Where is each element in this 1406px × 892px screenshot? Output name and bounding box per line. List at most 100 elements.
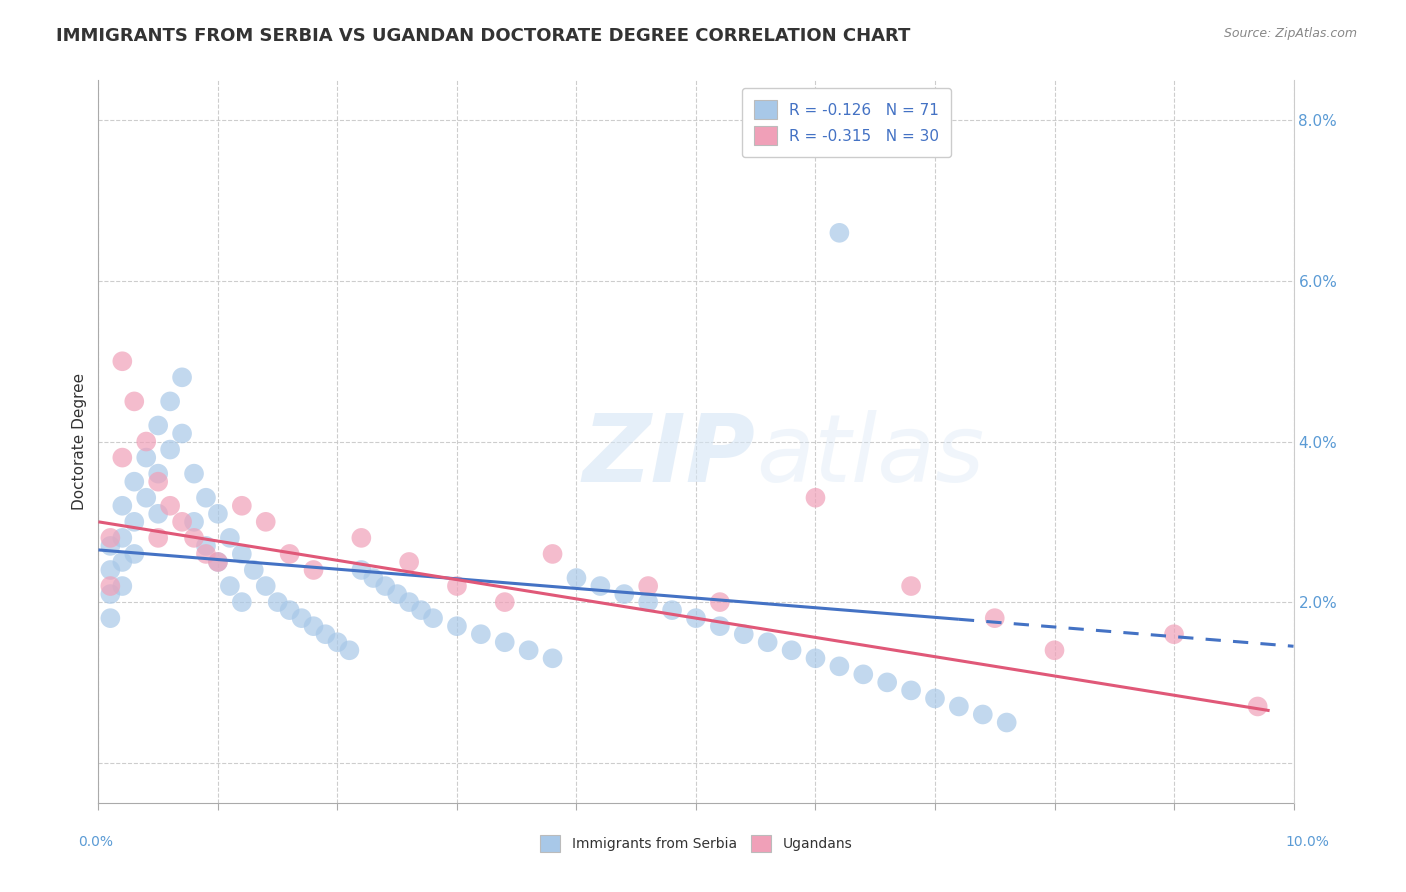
Point [613, 587, 636, 601]
Text: IMMIGRANTS FROM SERBIA VS UGANDAN DOCTORATE DEGREE CORRELATION CHART: IMMIGRANTS FROM SERBIA VS UGANDAN DOCTOR… [56, 27, 911, 45]
Point [159, 499, 181, 513]
Point [98, 531, 122, 545]
Text: atlas: atlas [756, 410, 984, 501]
Point [470, 627, 492, 641]
Point [254, 515, 277, 529]
Point [172, 426, 194, 441]
Point [148, 418, 170, 433]
Point [350, 531, 373, 545]
Point [1247, 699, 1270, 714]
Text: Source: ZipAtlas.com: Source: ZipAtlas.com [1223, 27, 1357, 40]
Point [446, 579, 468, 593]
Point [363, 571, 385, 585]
Point [411, 603, 433, 617]
Point [709, 595, 731, 609]
Point [339, 643, 361, 657]
Point [195, 491, 218, 505]
Point [709, 619, 731, 633]
Point [302, 563, 325, 577]
Point [111, 531, 134, 545]
Point [278, 547, 301, 561]
Point [98, 539, 122, 553]
Point [124, 394, 146, 409]
Text: 0.0%: 0.0% [79, 835, 112, 848]
Point [494, 635, 516, 649]
Point [98, 611, 122, 625]
Point [1043, 643, 1066, 657]
Point [661, 603, 683, 617]
Point [398, 555, 420, 569]
Point [756, 635, 779, 649]
Point [231, 499, 253, 513]
Point [219, 579, 242, 593]
Point [350, 563, 373, 577]
Point [98, 587, 122, 601]
Point [148, 507, 170, 521]
Point [124, 547, 146, 561]
Point [302, 619, 325, 633]
Point [148, 467, 170, 481]
Point [517, 643, 540, 657]
Point [243, 563, 266, 577]
Point [876, 675, 898, 690]
Point [291, 611, 314, 625]
Point [207, 555, 229, 569]
Point [995, 715, 1018, 730]
Point [111, 499, 134, 513]
Point [98, 579, 122, 593]
Point [315, 627, 337, 641]
Point [1163, 627, 1185, 641]
Point [98, 563, 122, 577]
Point [195, 547, 218, 561]
Point [446, 619, 468, 633]
Point [195, 539, 218, 553]
Point [804, 651, 827, 665]
Point [541, 651, 564, 665]
Point [385, 587, 409, 601]
Point [135, 434, 157, 449]
Point [589, 579, 612, 593]
Point [172, 515, 194, 529]
Point [219, 531, 242, 545]
Text: ZIP: ZIP [583, 410, 756, 502]
Point [135, 491, 157, 505]
Point [124, 475, 146, 489]
Point [207, 507, 229, 521]
Point [780, 643, 803, 657]
Point [637, 595, 659, 609]
Point [124, 515, 146, 529]
Point [111, 579, 134, 593]
Point [183, 531, 205, 545]
Point [159, 442, 181, 457]
Point [326, 635, 349, 649]
Point [422, 611, 444, 625]
Point [278, 603, 301, 617]
Point [135, 450, 157, 465]
Point [398, 595, 420, 609]
Point [159, 394, 181, 409]
Point [733, 627, 755, 641]
Point [828, 226, 851, 240]
Point [183, 467, 205, 481]
Point [111, 450, 134, 465]
Point [231, 595, 253, 609]
Point [685, 611, 707, 625]
Point [984, 611, 1007, 625]
Point [828, 659, 851, 673]
Point [900, 683, 922, 698]
Point [637, 579, 659, 593]
Point [948, 699, 970, 714]
Point [374, 579, 396, 593]
Point [565, 571, 588, 585]
Point [852, 667, 875, 681]
Legend: Immigrants from Serbia, Ugandans: Immigrants from Serbia, Ugandans [534, 830, 858, 857]
Text: 10.0%: 10.0% [1285, 835, 1330, 848]
Point [254, 579, 277, 593]
Point [148, 475, 170, 489]
Point [207, 555, 229, 569]
Point [111, 555, 134, 569]
Point [267, 595, 290, 609]
Point [900, 579, 922, 593]
Point [972, 707, 994, 722]
Point [183, 515, 205, 529]
